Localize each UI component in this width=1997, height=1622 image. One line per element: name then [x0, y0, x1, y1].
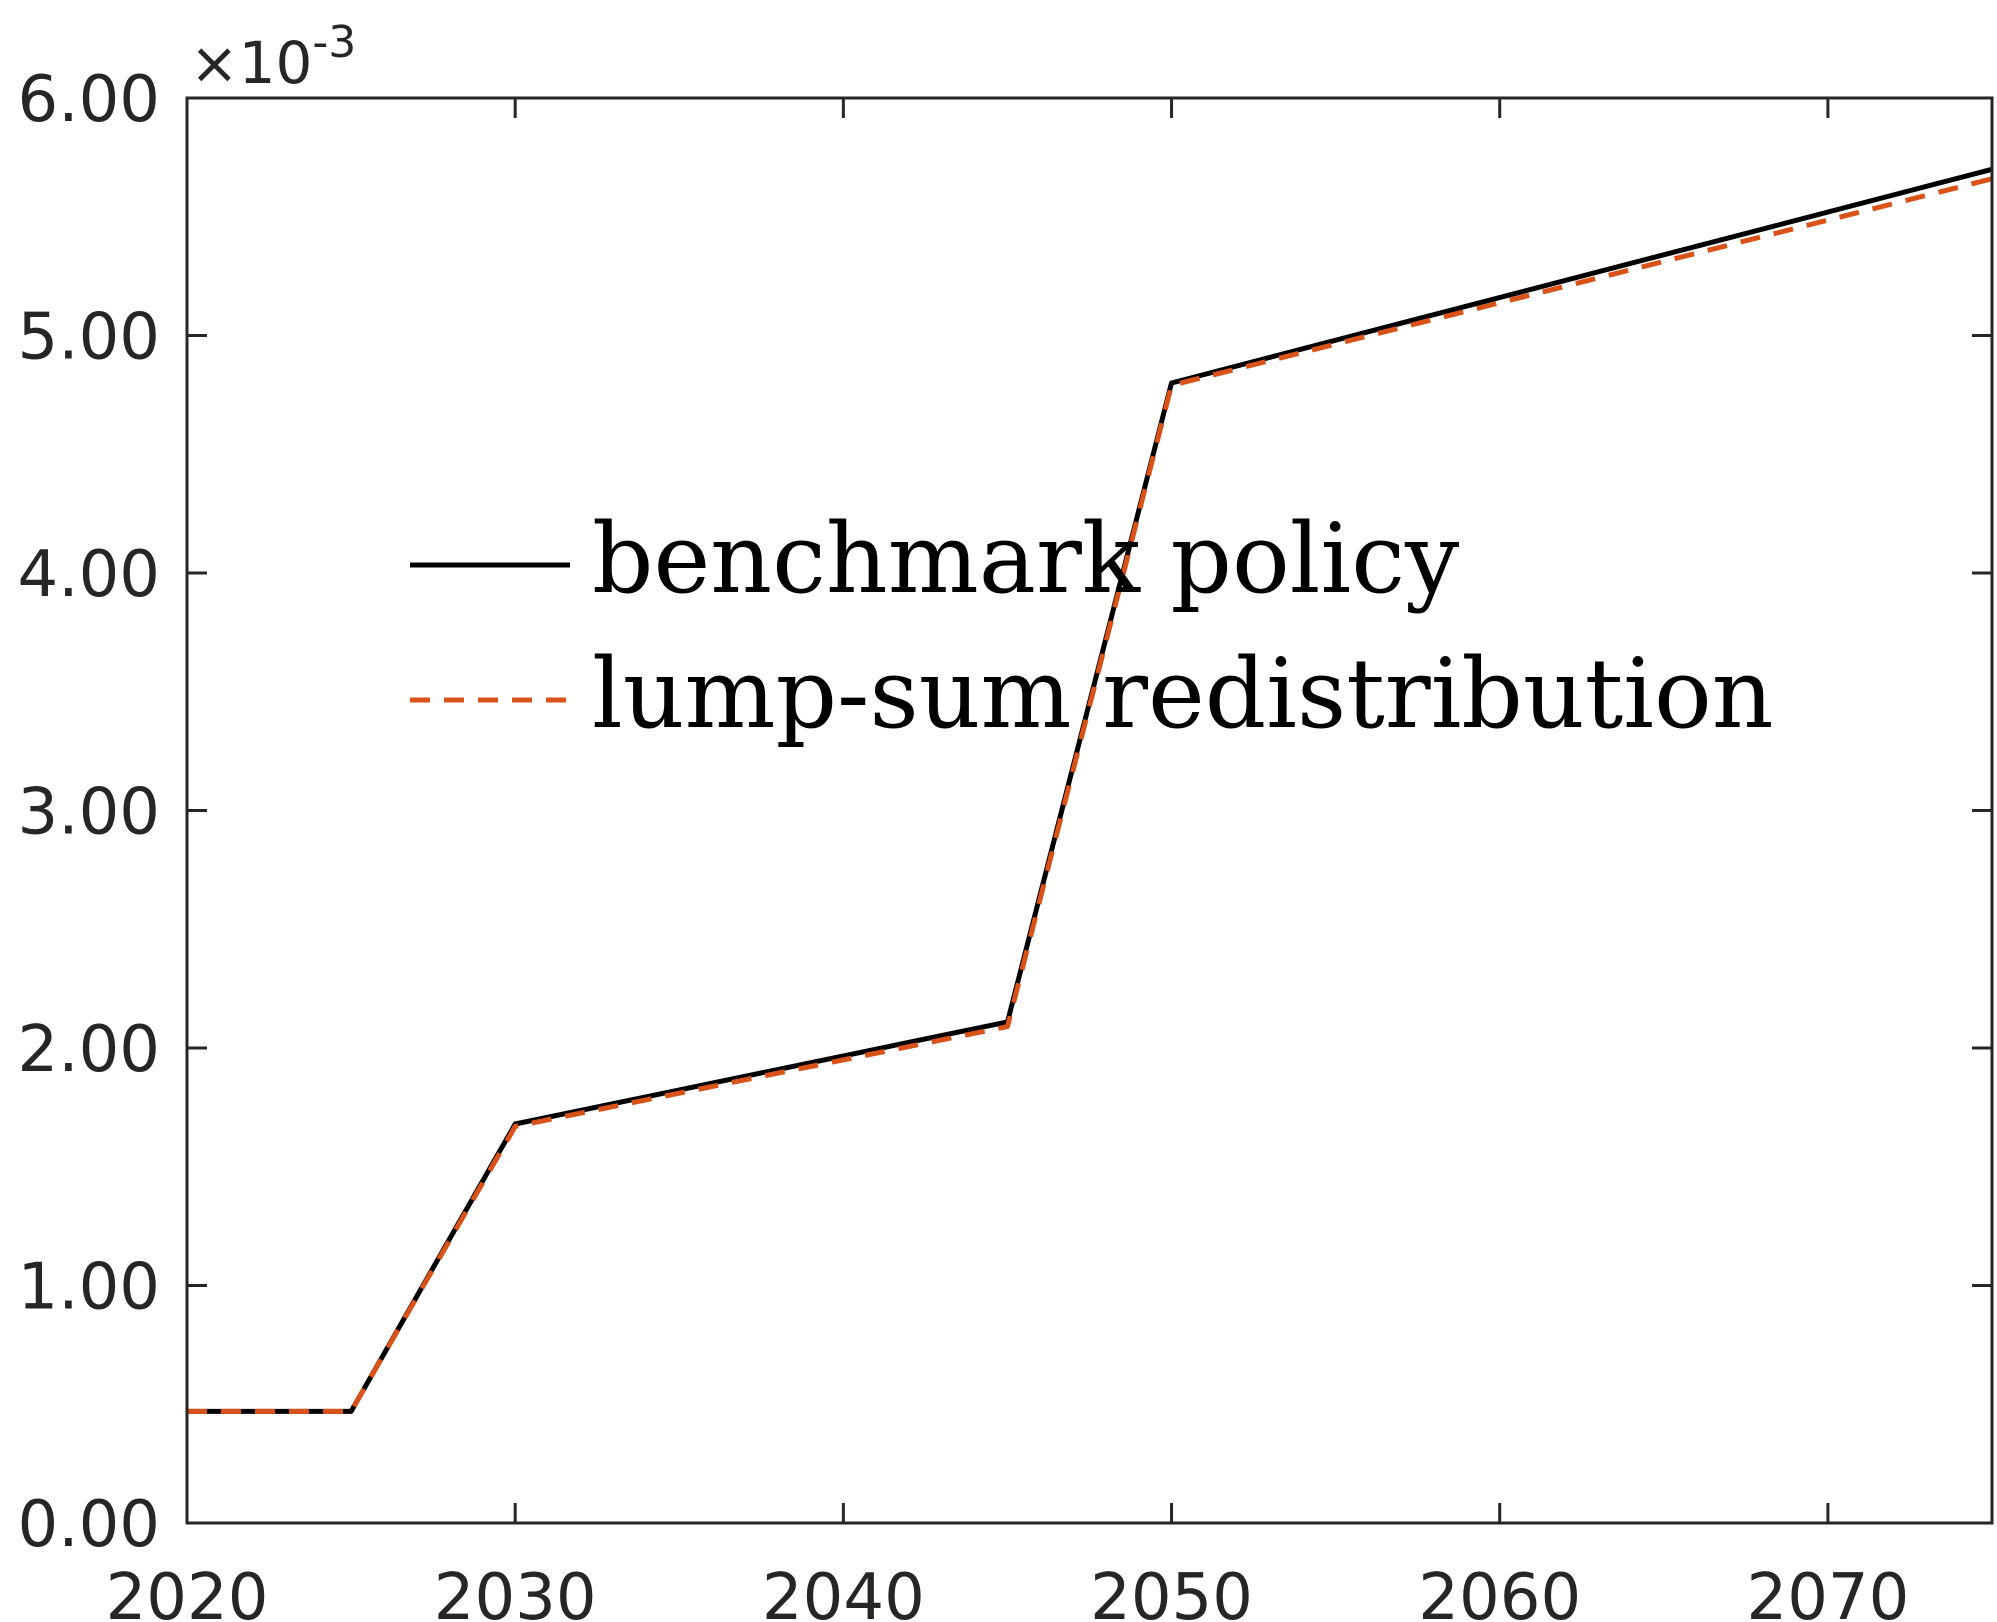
y-axis-multiplier-exponent: -3: [312, 17, 356, 68]
x-tick-label-2030: 2030: [434, 1561, 597, 1622]
y-tick-label-3.00: 3.00: [18, 776, 161, 850]
legend: benchmark policy lump-sum redistribution: [410, 503, 1774, 750]
y-tick-label-2.00: 2.00: [18, 1013, 161, 1087]
legend-label-lump-sum-redistribution: lump-sum redistribution: [592, 638, 1774, 750]
x-axis-tick-labels: 2020 2030 2040 2050 2060 2070: [106, 1561, 1910, 1622]
x-tick-label-2020: 2020: [106, 1561, 269, 1622]
y-axis-tick-labels: 0.00 1.00 2.00 3.00 4.00 5.00 6.00: [18, 63, 161, 1562]
x-tick-label-2050: 2050: [1090, 1561, 1253, 1622]
x-tick-label-2060: 2060: [1418, 1561, 1581, 1622]
x-tick-label-2040: 2040: [762, 1561, 925, 1622]
series-line-lump-sum-redistribution: [187, 176, 1993, 1414]
x-tick-label-2070: 2070: [1746, 1561, 1909, 1622]
y-axis-multiplier: ×10-3: [190, 17, 356, 97]
y-tick-label-4.00: 4.00: [18, 538, 161, 612]
y-tick-label-6.00: 6.00: [18, 63, 161, 137]
data-series: [187, 166, 1993, 1414]
legend-label-benchmark-policy: benchmark policy: [592, 503, 1459, 615]
y-tick-label-5.00: 5.00: [18, 301, 161, 375]
y-tick-label-1.00: 1.00: [18, 1251, 161, 1325]
y-axis-multiplier-base: ×10: [190, 29, 312, 97]
plot-area-frame: [185, 96, 1994, 1525]
y-tick-label-0.00: 0.00: [18, 1488, 161, 1562]
